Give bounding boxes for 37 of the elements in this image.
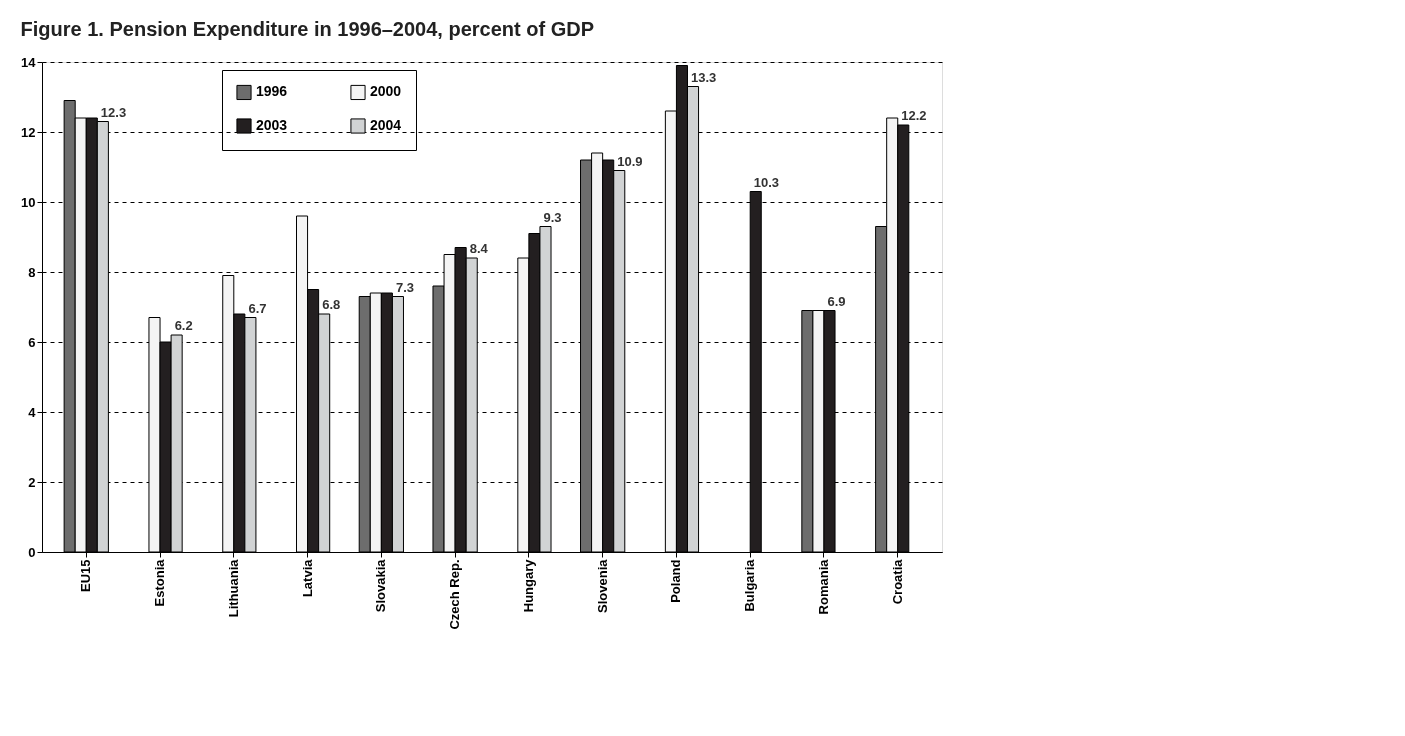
data-label: 6.7 (248, 300, 267, 316)
x-tick-label: Slovakia (373, 558, 389, 613)
data-label: 6.8 (322, 297, 341, 312)
data-label: 10.9 (617, 153, 643, 169)
data-label: 10.3 (753, 174, 780, 190)
x-tick-label: Bulgaria (742, 558, 758, 612)
y-tick-label: 4 (28, 404, 37, 420)
y-tick-label: 14 (21, 54, 37, 70)
x-tick-label: Lithuania (225, 558, 241, 618)
data-label: 8.4 (469, 241, 489, 256)
y-tick-label: 12 (21, 124, 36, 140)
y-tick-label: 10 (21, 194, 36, 210)
x-tick-label: Czech Rep. (447, 559, 463, 630)
data-label: 12.2 (901, 108, 927, 123)
x-tick-label: EU15 (78, 559, 94, 593)
x-tick-label: Hungary (520, 558, 536, 613)
legend-label: 2000 (370, 83, 402, 100)
x-tick-label: Romania (815, 558, 831, 615)
data-label: 6.9 (827, 293, 846, 309)
legend-label: 1996 (256, 83, 288, 100)
x-tick-label: Poland (668, 559, 684, 603)
y-tick-label: 0 (28, 544, 36, 560)
data-label: 12.3 (100, 104, 127, 120)
y-tick-label: 2 (28, 474, 36, 490)
x-tick-label: Estonia (152, 558, 168, 607)
legend-label: 2004 (370, 117, 402, 133)
x-tick-label: Croatia (889, 558, 905, 605)
x-tick-label: Latvia (299, 558, 315, 598)
y-tick-label: 6 (28, 334, 36, 350)
y-tick-label: 8 (28, 264, 36, 280)
legend-label: 2003 (256, 117, 288, 133)
data-label: 7.3 (395, 279, 415, 295)
data-label: 9.3 (543, 209, 562, 225)
x-tick-label: Slovenia (594, 558, 610, 613)
data-label: 6.2 (174, 318, 193, 333)
chart-title: Figure 1. Pension Expenditure in 1996–2004, percent of GDP (20, 18, 595, 40)
data-label: 13.3 (691, 69, 717, 85)
